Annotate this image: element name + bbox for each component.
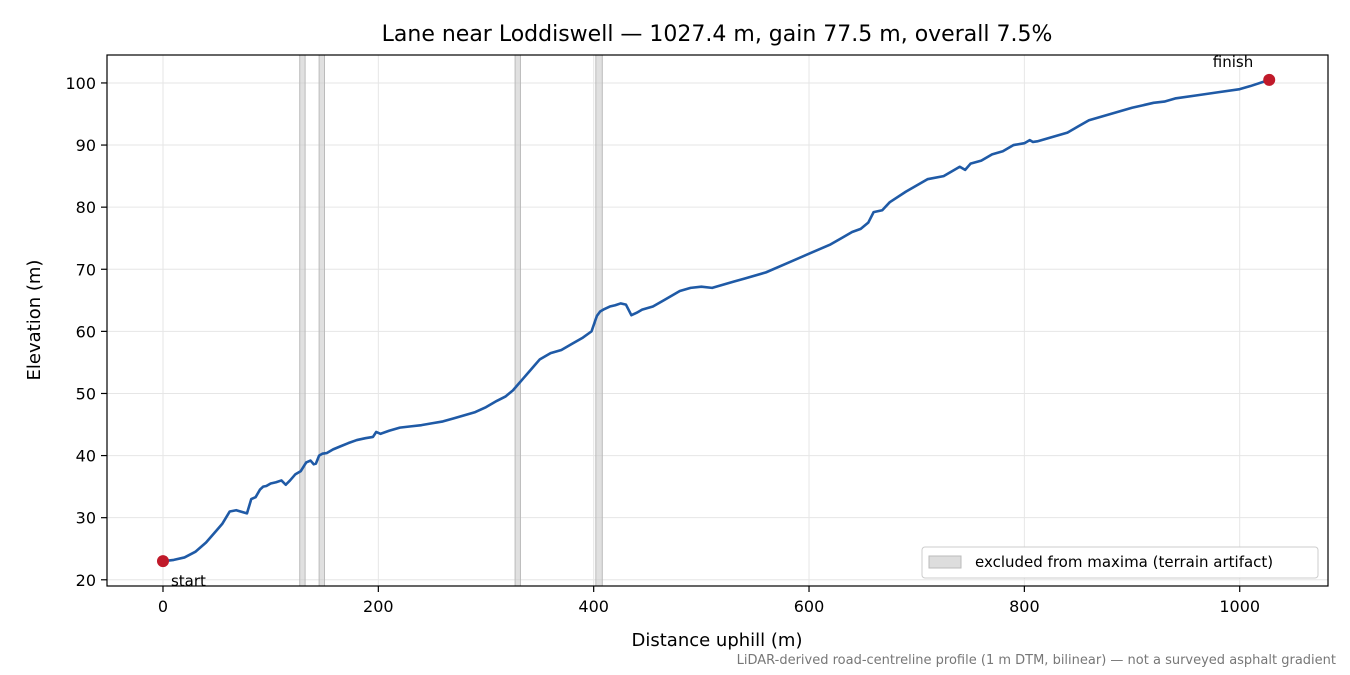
excluded-band <box>318 54 325 587</box>
y-tick-label: 40 <box>76 447 96 466</box>
x-axis-label: Distance uphill (m) <box>632 630 803 651</box>
legend-swatch <box>928 555 962 569</box>
x-tick-label: 0 <box>158 597 168 616</box>
grid-lines <box>107 55 1328 586</box>
annotation-finish: finish <box>1213 53 1253 71</box>
y-tick-label: 30 <box>76 509 96 528</box>
y-tick-label: 80 <box>76 198 96 217</box>
y-tick-label: 60 <box>76 322 96 341</box>
marker-finish <box>1263 73 1276 86</box>
legend-entry-excluded: excluded from maxima (terrain artifact) <box>975 553 1273 571</box>
y-tick-label: 70 <box>76 260 96 279</box>
excluded-band <box>595 54 603 587</box>
x-tick-label: 400 <box>578 597 609 616</box>
y-axis-ticks: 20 30 40 50 60 70 80 90 100 <box>65 74 107 590</box>
x-tick-label: 800 <box>1009 597 1040 616</box>
y-axis-label: Elevation (m) <box>24 260 45 381</box>
y-tick-label: 100 <box>65 74 96 93</box>
x-tick-label: 1000 <box>1219 597 1260 616</box>
y-tick-label: 50 <box>76 384 96 403</box>
legend-box <box>921 546 1319 579</box>
y-tick-label: 90 <box>76 136 96 155</box>
marker-start <box>156 555 169 568</box>
source-note: LiDAR-derived road-centreline profile (1… <box>737 653 1336 668</box>
excluded-band <box>514 54 521 587</box>
plot-frame <box>106 54 1329 587</box>
excluded-bands <box>299 54 603 587</box>
chart-title: Lane near Loddiswell — 1027.4 m, gain 77… <box>382 22 1053 47</box>
annotation-start: start <box>171 572 206 590</box>
y-tick-label: 20 <box>76 571 96 590</box>
x-tick-label: 600 <box>794 597 825 616</box>
legend: excluded from maxima (terrain artifact) <box>921 546 1319 579</box>
excluded-band <box>299 54 306 587</box>
x-tick-label: 200 <box>363 597 394 616</box>
x-axis-ticks: 0 200 400 600 800 1000 <box>158 586 1260 616</box>
elevation-line <box>161 78 1271 563</box>
